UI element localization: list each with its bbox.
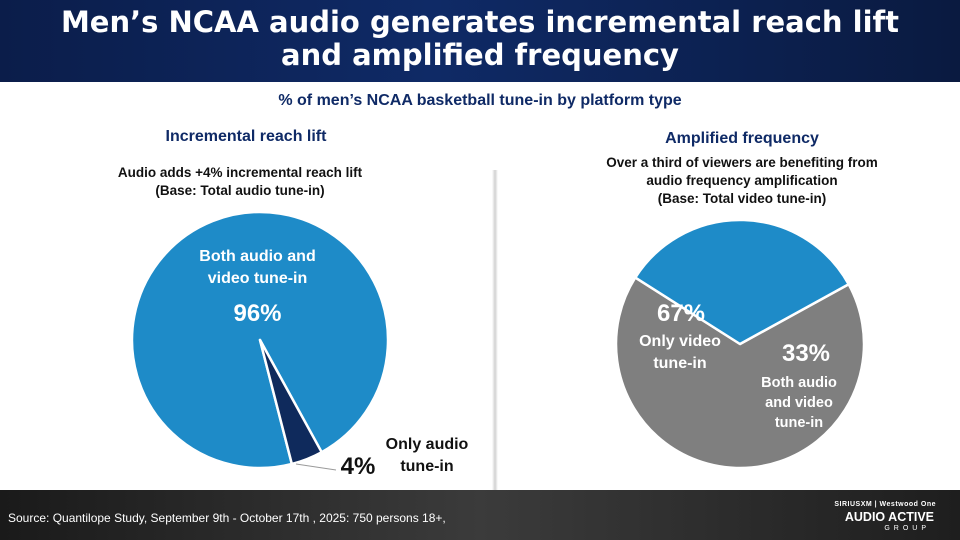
slice-label-line: Both audio and bbox=[199, 248, 316, 265]
pie-left bbox=[130, 210, 390, 470]
left-panel-title: Incremental reach lift bbox=[165, 128, 327, 145]
slice-label-only-audio: Only audio tune-in bbox=[372, 434, 482, 478]
footer-bar: Source: Quantilope Study, September 9th … bbox=[0, 490, 960, 540]
slice-label-line: Only audio bbox=[385, 436, 469, 453]
slice-label-only-video: Only video tune-in bbox=[620, 331, 740, 375]
chart-subtitle: % of men’s NCAA basketball tune-in by pl… bbox=[278, 92, 682, 109]
page-title: Men’s NCAA audio generates incremental r… bbox=[60, 5, 900, 72]
slice-value-96: 96% bbox=[233, 300, 282, 327]
slice-label-both-audio-video-right: Both audio and video tune-in bbox=[744, 373, 854, 433]
source-note: Source: Quantilope Study, September 9th … bbox=[8, 511, 446, 525]
slice-label-line: Only video bbox=[639, 333, 721, 350]
left-panel-note: Audio adds +4% incremental reach lift (B… bbox=[70, 164, 410, 200]
brand-logo-sub: GROUP bbox=[884, 525, 930, 532]
leader-line bbox=[295, 463, 337, 471]
pie-right bbox=[614, 218, 866, 470]
slice-label-both-audio-video: Both audio and video tune-in bbox=[170, 246, 345, 290]
partner-logos: SIRIUSXM | Westwood One bbox=[834, 501, 936, 508]
panel-divider bbox=[492, 170, 498, 500]
title-banner: Men’s NCAA audio generates incremental r… bbox=[0, 0, 960, 82]
right-note-line1: Over a third of viewers are benefiting f… bbox=[606, 155, 878, 170]
left-note-line1: Audio adds +4% incremental reach lift bbox=[117, 165, 363, 180]
slice-value-4: 4% bbox=[340, 453, 376, 480]
slice-label-line: tune-in bbox=[653, 355, 707, 372]
pie-slice-only-audio bbox=[258, 338, 323, 466]
pie-slice-only-video bbox=[614, 276, 866, 470]
left-note-line2: (Base: Total audio tune-in) bbox=[155, 183, 325, 198]
slice-value-33: 33% bbox=[781, 340, 831, 367]
brand-logo: AUDIO ACTIVE bbox=[844, 510, 934, 524]
slice-value-67: 67% bbox=[656, 300, 706, 327]
slice-label-line: video tune-in bbox=[207, 270, 308, 287]
right-note-line2: audio frequency amplification bbox=[646, 173, 838, 188]
slice-label-line: and video bbox=[765, 395, 833, 411]
slice-label-line: Both audio bbox=[761, 375, 837, 391]
right-panel-note: Over a third of viewers are benefiting f… bbox=[552, 154, 932, 208]
slice-label-line: tune-in bbox=[774, 415, 824, 431]
slice-label-line: tune-in bbox=[400, 458, 454, 475]
pie-slice-both-audio-video bbox=[634, 218, 850, 346]
right-panel-title: Amplified frequency bbox=[665, 130, 819, 147]
right-note-line3: (Base: Total video tune-in) bbox=[657, 191, 827, 206]
